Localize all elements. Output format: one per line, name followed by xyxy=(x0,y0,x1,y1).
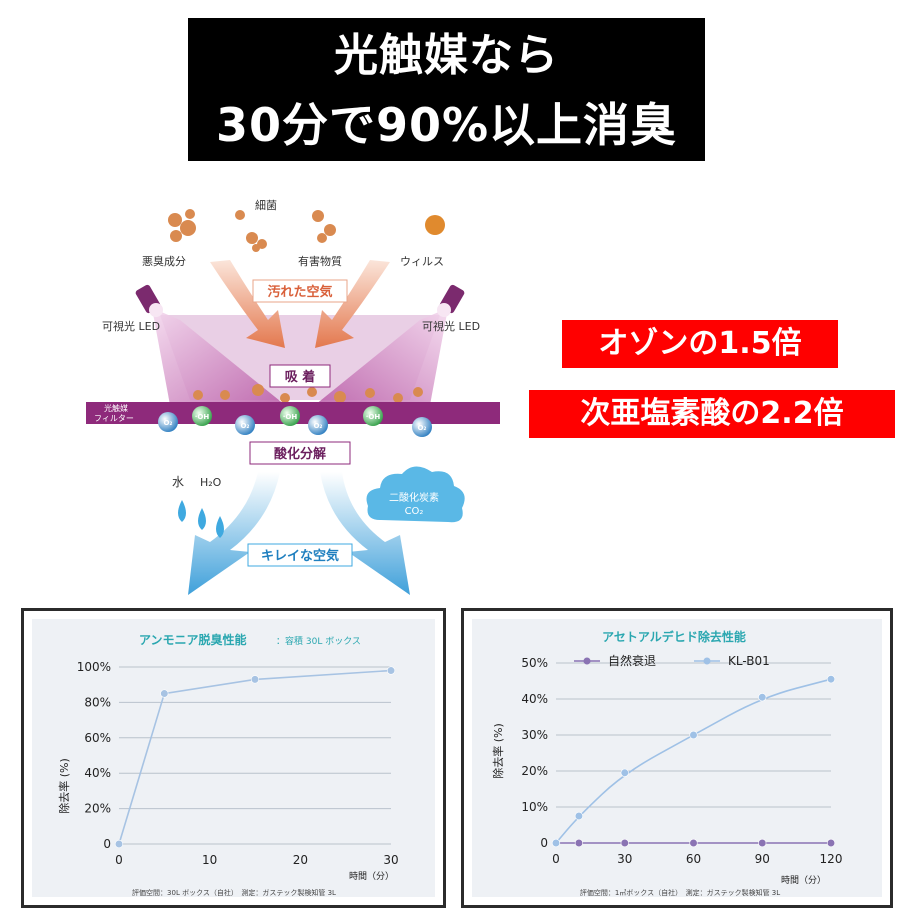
data-point xyxy=(758,838,767,848)
label-led-right: 可視光 LED xyxy=(422,319,480,333)
photocatalyst-diagram: 細菌 悪臭成分 有害物質 ウィルス 汚れた空気 可視光 LED 可視光 LED … xyxy=(86,199,500,595)
label-yugai: 有害物質 xyxy=(298,254,342,268)
y-tick-label: 100% xyxy=(77,660,111,674)
ammonia-chart-footnote: 評価空間：30L ボックス（自社） 測定：ガステック製検知管 3L xyxy=(132,888,336,897)
x-tick-label: 0 xyxy=(552,852,560,866)
ammonia-chart: アンモニア脱臭性能 ：容積 30L ボックス 除去率 (%) 時間（分） 評価空… xyxy=(57,632,399,897)
incoming-air-arrows xyxy=(210,260,390,348)
label-akushu: 悪臭成分 xyxy=(142,254,186,268)
data-point xyxy=(758,693,767,702)
ammonia-chart-ylabel: 除去率 (%) xyxy=(57,758,71,814)
svg-text:O₂: O₂ xyxy=(163,419,172,427)
label-co2-1: 二酸化炭素 xyxy=(389,491,439,504)
y-tick-label: 60% xyxy=(84,731,111,745)
y-tick-label: 20% xyxy=(521,764,548,778)
label-clean-air: キレイな空気 xyxy=(261,548,339,564)
co2-cloud-icon xyxy=(366,466,465,523)
data-point xyxy=(114,839,124,849)
y-tick-label: 30% xyxy=(521,728,548,742)
o2-oh-molecules-icon: O₂ ·OH O₂ ·OH O₂ ·OH O₂ xyxy=(158,406,432,437)
data-point xyxy=(250,675,260,684)
label-filter-2: フィルター xyxy=(94,414,134,423)
x-tick-label: 20 xyxy=(293,853,308,867)
ozone-callout: オゾンの1.5倍 xyxy=(562,320,838,368)
data-point xyxy=(826,838,836,848)
y-tick-label: 0 xyxy=(540,836,548,850)
label-led-left: 可視光 LED xyxy=(102,319,160,333)
headline-banner: 光触媒なら 30分で90%以上消臭 xyxy=(188,18,705,161)
data-point xyxy=(689,730,698,740)
x-tick-label: 10 xyxy=(202,853,217,867)
acetaldehyde-chart-ylabel: 除去率 (%) xyxy=(491,723,505,779)
x-tick-label: 0 xyxy=(115,853,123,867)
water-drops-icon xyxy=(178,500,224,538)
clean-air-arrows xyxy=(188,472,410,595)
y-tick-label: 20% xyxy=(84,802,111,816)
x-tick-label: 30 xyxy=(383,853,398,867)
data-point xyxy=(620,838,629,848)
pollutant-particles-icon xyxy=(168,209,445,403)
y-tick-label: 80% xyxy=(84,695,111,709)
acetaldehyde-chart-footnote: 評価空間：1㎥ボックス（自社） 測定：ガステック製検知管 3L xyxy=(580,888,780,897)
hypochlorous-callout: 次亜塩素酸の2.2倍 xyxy=(529,390,895,438)
label-saikin: 細菌 xyxy=(255,199,277,212)
data-point xyxy=(826,675,836,684)
acetaldehyde-chart-title: アセトアルデヒド除去性能 xyxy=(602,629,746,644)
data-point xyxy=(160,689,169,698)
x-tick-label: 30 xyxy=(617,852,632,866)
y-tick-label: 40% xyxy=(521,692,548,706)
data-point xyxy=(689,838,698,848)
y-tick-label: 10% xyxy=(521,800,548,814)
label-co2-2: CO₂ xyxy=(405,506,424,517)
led-light-beams xyxy=(152,308,448,405)
data-point xyxy=(574,811,584,821)
data-point xyxy=(551,838,561,848)
acetaldehyde-chart-panel: アセトアルデヒド除去性能 除去率 (%) 時間（分） 評価空間：1㎥ボックス（自… xyxy=(461,608,893,908)
y-tick-label: 50% xyxy=(521,656,548,670)
y-tick-label: 40% xyxy=(84,766,111,780)
ammonia-chart-title: アンモニア脱臭性能 xyxy=(139,632,247,647)
ammonia-chart-subtitle: ：容積 30L ボックス xyxy=(276,635,361,647)
svg-text:O₂: O₂ xyxy=(240,422,249,430)
acetaldehyde-chart: アセトアルデヒド除去性能 除去率 (%) 時間（分） 評価空間：1㎥ボックス（自… xyxy=(491,629,843,897)
legend-label: KL-B01 xyxy=(728,654,770,668)
label-virus: ウィルス xyxy=(400,255,444,268)
acetaldehyde-chart-xlabel: 時間（分） xyxy=(781,875,826,886)
led-left-icon xyxy=(135,284,163,317)
y-tick-label: 0 xyxy=(103,837,111,851)
label-water: 水 xyxy=(172,475,184,489)
label-adsorption: 吸 着 xyxy=(285,369,316,385)
label-filter-1: 光触媒 xyxy=(104,403,128,413)
ammonia-chart-panel: アンモニア脱臭性能 ：容積 30L ボックス 除去率 (%) 時間（分） 評価空… xyxy=(21,608,446,908)
x-tick-label: 90 xyxy=(755,852,770,866)
svg-text:·OH: ·OH xyxy=(195,413,210,421)
headline-line-2: 30分で90%以上消臭 xyxy=(215,98,678,152)
ammonia-chart-xlabel: 時間（分） xyxy=(349,871,394,882)
legend-marker xyxy=(703,657,711,665)
data-point xyxy=(574,838,584,848)
svg-text:·OH: ·OH xyxy=(366,413,381,421)
legend-label: 自然衰退 xyxy=(608,653,656,668)
x-tick-label: 120 xyxy=(820,852,843,866)
label-oxidation: 酸化分解 xyxy=(274,446,326,462)
led-right-icon xyxy=(437,284,465,317)
series-line xyxy=(118,669,392,845)
svg-text:·OH: ·OH xyxy=(283,413,298,421)
legend-marker xyxy=(583,657,591,665)
label-h2o: H₂O xyxy=(200,476,222,489)
svg-text:O₂: O₂ xyxy=(417,424,426,432)
x-tick-label: 60 xyxy=(686,852,701,866)
series-line xyxy=(555,678,832,844)
svg-text:O₂: O₂ xyxy=(313,422,322,430)
label-dirty-air: 汚れた空気 xyxy=(267,284,332,300)
data-point xyxy=(386,666,396,675)
headline-line-1: 光触媒なら xyxy=(334,30,559,81)
data-point xyxy=(620,768,629,777)
